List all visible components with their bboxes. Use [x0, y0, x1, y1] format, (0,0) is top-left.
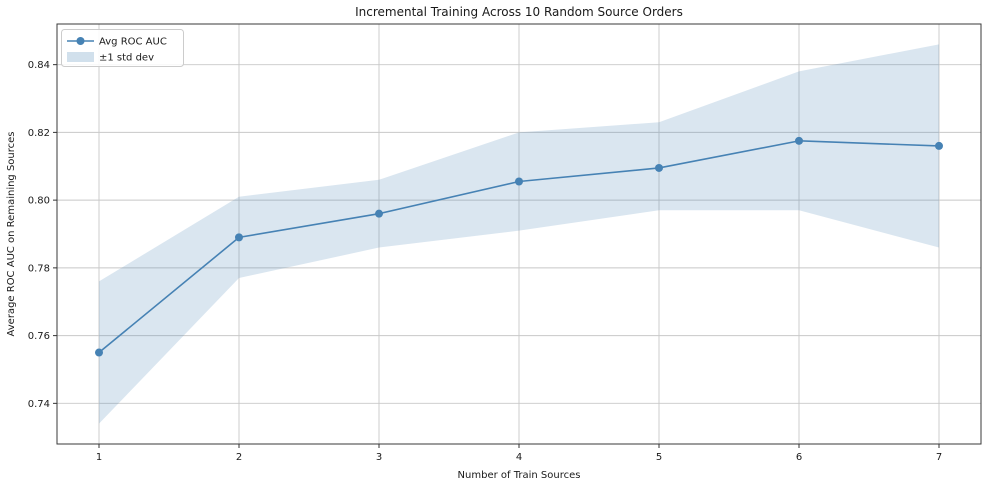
- data-point-marker: [935, 141, 943, 150]
- y-tick-label: 0.74: [28, 399, 50, 410]
- legend-label-std-dev: ±1 std dev: [99, 53, 154, 64]
- x-tick-label: 1: [96, 452, 102, 463]
- data-point-marker: [515, 177, 523, 186]
- chart-title: Incremental Training Across 10 Random So…: [355, 5, 683, 19]
- std-dev-band: [99, 44, 939, 424]
- x-tick-label: 3: [376, 452, 382, 463]
- y-tick-label: 0.82: [28, 128, 50, 139]
- legend-marker-icon: [76, 37, 85, 45]
- x-tick-label: 5: [656, 452, 662, 463]
- grid-layer: [57, 24, 981, 444]
- x-tick-label: 7: [936, 452, 942, 463]
- data-point-marker: [795, 136, 803, 145]
- data-layer: [95, 44, 943, 424]
- x-tick-label: 4: [516, 452, 522, 463]
- y-tick-label: 0.78: [28, 263, 50, 274]
- data-point-marker: [95, 348, 103, 357]
- x-axis-label: Number of Train Sources: [458, 470, 581, 481]
- y-axis-label: Average ROC AUC on Remaining Sources: [6, 131, 17, 336]
- data-point-marker: [235, 233, 243, 242]
- legend: Avg ROC AUC ±1 std dev: [61, 29, 184, 67]
- data-point-marker: [655, 163, 663, 172]
- legend-label-avg-roc-auc: Avg ROC AUC: [99, 37, 167, 48]
- legend-box: [61, 29, 184, 67]
- x-tick-label: 6: [796, 452, 802, 463]
- data-point-marker: [375, 209, 383, 218]
- y-tick-label: 0.76: [28, 331, 50, 342]
- y-tick-label: 0.80: [28, 196, 50, 207]
- tick-layer: 1 2 3 4 5 6 7 0.74 0.76 0.78 0.80 0.82 0.84: [28, 60, 942, 463]
- y-tick-label: 0.84: [28, 60, 50, 71]
- legend-std-patch-icon: [67, 52, 94, 62]
- x-tick-label: 2: [236, 452, 242, 463]
